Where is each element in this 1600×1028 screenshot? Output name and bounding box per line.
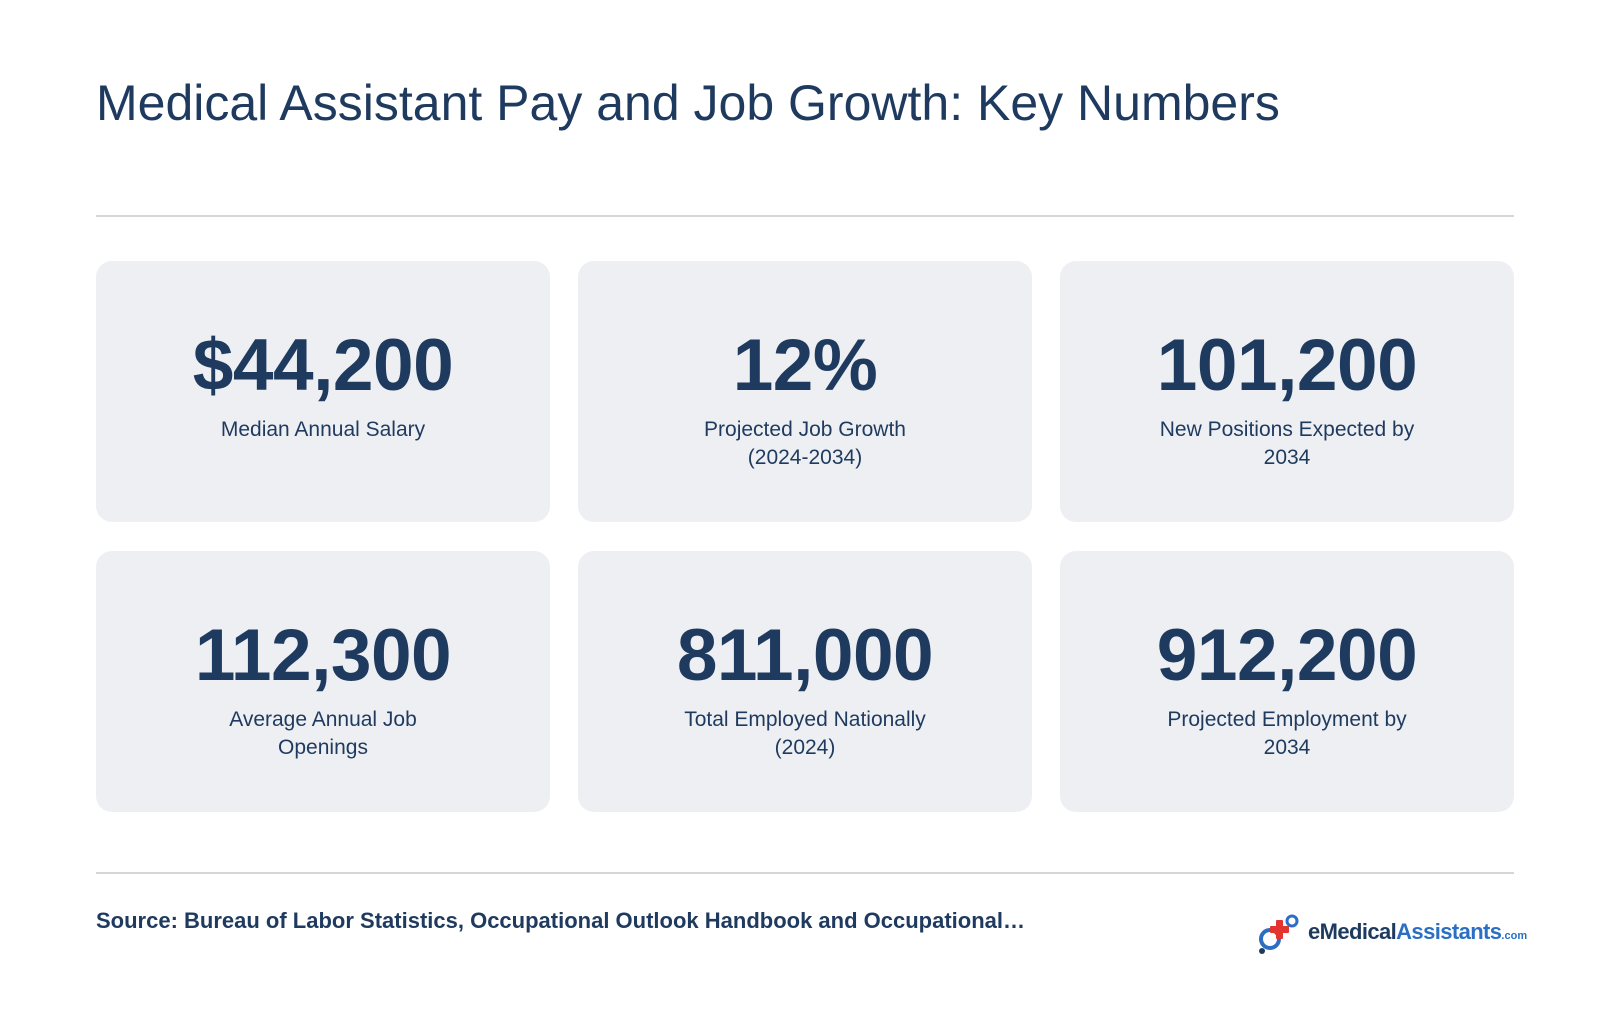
stat-label: Projected Job Growth (2024-2034) xyxy=(704,418,906,469)
stat-value: $44,200 xyxy=(192,325,454,406)
stat-value: 12% xyxy=(732,325,878,406)
stat-card-annual-openings: 112,300 Average Annual Job Openings xyxy=(96,551,550,812)
stat-value: 912,200 xyxy=(1156,615,1418,696)
stat-value: 811,000 xyxy=(676,615,934,696)
logo-text: eMedicalAssistants.com xyxy=(1308,919,1527,945)
logo-text-part2: Assistants xyxy=(1396,919,1502,944)
stat-card-projected-employment: 912,200 Projected Employment by 2034 xyxy=(1060,551,1514,812)
stat-label: Average Annual Job Openings xyxy=(229,708,417,759)
stat-value: 112,300 xyxy=(194,615,452,696)
page-title: Medical Assistant Pay and Job Growth: Ke… xyxy=(96,75,1280,131)
stat-card-total-employed: 811,000 Total Employed Nationally (2024) xyxy=(578,551,1032,812)
stat-label: New Positions Expected by 2034 xyxy=(1159,418,1415,469)
stat-card-new-positions: 101,200 New Positions Expected by 2034 xyxy=(1060,261,1514,522)
stat-label: Projected Employment by 2034 xyxy=(1167,708,1407,759)
stat-card-median-salary: $44,200 Median Annual Salary xyxy=(96,261,550,522)
stat-card-job-growth: 12% Projected Job Growth (2024-2034) xyxy=(578,261,1032,522)
source-note: Source: Bureau of Labor Statistics, Occu… xyxy=(96,908,1026,933)
stat-value: 101,200 xyxy=(1156,325,1418,406)
stat-label: Total Employed Nationally (2024) xyxy=(684,708,926,759)
stats-grid: $44,200 Median Annual Salary 12% Project… xyxy=(96,261,1514,812)
logo-text-part3: .com xyxy=(1501,930,1528,942)
bottom-divider xyxy=(96,872,1514,874)
medical-cross-icon xyxy=(1259,914,1299,954)
logo-text-part1: eMedical xyxy=(1308,919,1397,944)
top-divider xyxy=(96,215,1514,217)
stat-label: Median Annual Salary xyxy=(220,418,426,441)
brand-logo[interactable]: eMedicalAssistants.com xyxy=(1254,906,1527,958)
